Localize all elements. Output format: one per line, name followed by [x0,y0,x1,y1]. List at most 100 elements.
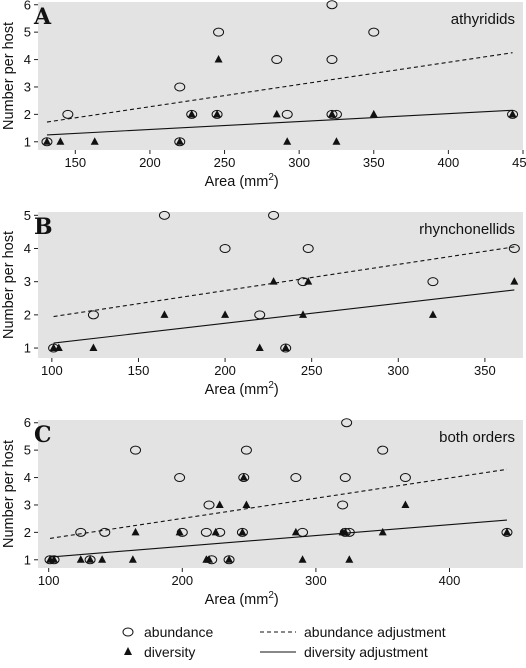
y-axis-title: Number per host [1,22,17,130]
diversity-point [327,109,336,118]
abundance-point [174,473,186,483]
abundance-trendline [53,246,515,318]
abundance-point [62,109,74,119]
diversity-point [281,343,290,352]
y-tick-label: 1 [24,134,31,149]
plot-area [38,212,523,358]
abundance-point [213,27,225,37]
diversity-point [213,109,222,118]
abundance-point [281,109,293,119]
abundance-point [302,244,314,253]
abundance-point [75,527,87,537]
diversity-point [242,500,251,508]
x-tick-label: 250 [214,155,236,170]
diversity-point [298,555,307,563]
diversity-point [283,137,292,145]
abundance-point [99,527,111,537]
x-tick-label: 150 [64,155,86,170]
diversity-trendline [46,109,513,136]
abundance-point [326,0,338,10]
abundance-point [399,473,411,483]
y-tick-label: 6 [24,415,31,430]
chart-panel-a: 1 2 3 4 5 6 150 200 250 300 350 400 450 Area (mm2) Num… [1,0,526,190]
y-tick-label: 5 [24,25,31,40]
legend-item: abundance adjustment [260,624,446,640]
y-tick-label: 3 [24,497,31,512]
diversity-point [428,310,437,318]
x-tick-label: 400 [439,573,461,588]
diversity-point [175,527,184,536]
y-tick-label: 3 [24,79,31,94]
x-tick-label: 200 [171,573,193,588]
diversity-point [345,555,354,563]
panels: 1 2 3 4 5 6 150 200 250 300 350 400 450 Area (mm2) Num… [1,0,526,608]
diversity-point [76,555,85,563]
abundance-point [174,82,186,92]
diversity-point [86,555,95,563]
diversity-point [332,137,341,145]
diversity-point [160,310,169,318]
diversity-point [269,277,278,285]
abundance-point [130,445,142,455]
y-tick-label: 1 [24,552,31,567]
abundance-point [326,55,338,65]
x-axis-title: Area (mm2) [205,590,279,608]
x-axis-title: Area (mm2) [205,380,279,398]
x-tick-label: 100 [41,363,63,378]
panel-title: athyridids [451,11,515,28]
legend-item: abundance [122,624,214,640]
x-tick-label: 150 [128,363,150,378]
diversity-point [502,527,511,536]
panel-letter: A [33,4,52,30]
diversity-point [128,555,137,563]
abundance-point [339,473,351,483]
abundance-point [337,500,349,510]
diversity-point [42,137,51,145]
x-tick-label: 300 [305,573,327,588]
diversity-point [215,500,224,508]
diversity-point [510,277,519,285]
diversity-point [211,527,220,536]
chart-panel-c: 1 2 3 4 5 6 100 200 300 400 Area (mm2) Number per h… [1,415,523,608]
abundance-point [158,210,170,220]
diversity-point [54,343,63,352]
diversity-point [378,527,387,536]
y-axis-title: Number per host [1,231,17,339]
plot-area [38,420,523,568]
diversity-point [50,555,59,563]
diversity-point [299,310,308,318]
x-tick-label: 400 [438,155,460,170]
panel-letter: C [34,422,52,448]
x-tick-label: 200 [214,363,236,378]
panel-letter: B [34,214,53,240]
y-tick-label: 4 [24,470,31,485]
y-tick-label: 6 [24,0,31,12]
legend-item: diversity [124,644,195,660]
x-tick-label: 450 [512,155,526,170]
abundance-point [271,55,283,65]
abundance-point [87,310,99,320]
abundance-point [508,244,520,253]
x-tick-label: 100 [38,573,60,588]
abundance-trendline [46,52,513,123]
legend-circle-icon [122,627,134,637]
diversity-point [369,109,378,118]
y-tick-label: 5 [24,208,31,223]
diversity-point [304,277,313,285]
y-tick-label: 2 [24,525,31,540]
abundance-trendline [49,468,508,539]
x-tick-label: 300 [387,363,409,378]
diversity-trendline [53,289,515,344]
diversity-point [56,137,65,145]
x-tick-label: 350 [474,363,496,378]
x-tick-label: 250 [301,363,323,378]
legend-triangle-icon [124,647,132,655]
abundance-point [254,310,266,320]
abundance-point [200,527,212,537]
diversity-point [255,343,264,352]
diversity-point [205,555,214,563]
diversity-point [508,109,517,118]
diversity-point [225,555,234,563]
diversity-point [401,500,410,508]
